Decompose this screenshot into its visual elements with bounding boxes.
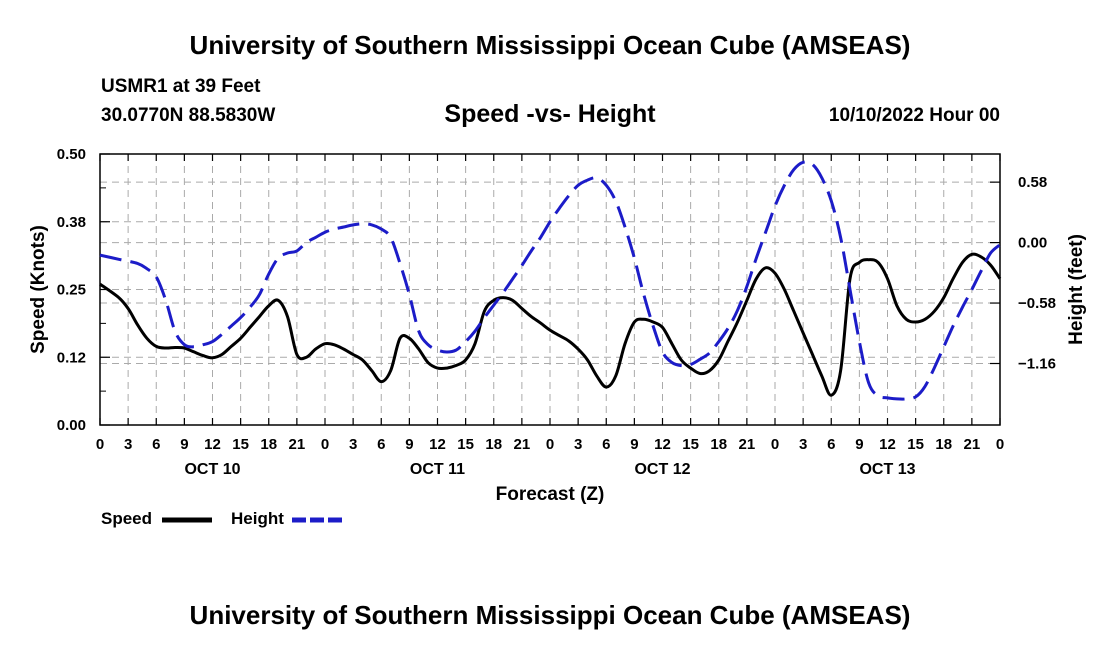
x-tick-label: 21 (739, 436, 756, 453)
x-day-label: OCT 12 (634, 461, 690, 478)
x-tick-label: 12 (204, 436, 221, 453)
legend-speed-label: Speed (101, 509, 153, 528)
x-tick-label: 12 (654, 436, 671, 453)
x-tick-label: 6 (377, 436, 385, 453)
x-tick-label: 12 (879, 436, 896, 453)
x-tick-label: 15 (682, 436, 699, 453)
y-tick-label: 0.00 (57, 417, 86, 434)
datetime-label: 10/10/2022 Hour 00 (828, 105, 1000, 126)
x-day-label: OCT 11 (410, 461, 465, 478)
x-tick-label: 9 (630, 436, 638, 453)
x-tick-label: 21 (289, 436, 306, 453)
y-tick-label: 0.50 (57, 146, 86, 163)
x-tick-label: 9 (855, 436, 863, 453)
y-axis-label: Speed (Knots) (28, 225, 49, 354)
x-tick-label: 18 (935, 436, 952, 453)
x-tick-label: 3 (574, 436, 582, 453)
y2-axis-label: Height (feet) (1066, 234, 1087, 345)
station-label: USMR1 at 39 Feet (101, 76, 261, 97)
x-tick-label: 18 (710, 436, 727, 453)
x-tick-label: 3 (349, 436, 357, 453)
x-tick-label: 15 (457, 436, 474, 453)
x-tick-label: 0 (96, 436, 104, 453)
y-tick-label: 0.25 (57, 282, 86, 299)
x-tick-label: 6 (152, 436, 160, 453)
x-axis-label: Forecast (Z) (496, 484, 605, 505)
x-day-label: OCT 10 (184, 461, 240, 478)
x-tick-label: 21 (514, 436, 531, 453)
x-tick-label: 15 (907, 436, 924, 453)
x-tick-label: 3 (124, 436, 132, 453)
height-series-line (99, 160, 1001, 401)
chart-subtitle: Speed -vs- Height (444, 100, 656, 128)
x-tick-label: 0 (996, 436, 1004, 453)
x-tick-label: 0 (546, 436, 554, 453)
x-tick-label: 6 (827, 436, 835, 453)
x-tick-label: 3 (799, 436, 807, 453)
y-tick-label: 0.38 (57, 214, 86, 231)
coordinates-label: 30.0770N 88.5830W (101, 105, 276, 126)
y-tick-label: 0.12 (57, 349, 86, 366)
bottom-title: University of Southern Mississippi Ocean… (189, 600, 911, 630)
x-tick-label: 18 (260, 436, 277, 453)
x-tick-label: 6 (602, 436, 610, 453)
x-day-label: OCT 13 (859, 461, 915, 478)
x-tick-label: 9 (405, 436, 413, 453)
x-tick-label: 9 (180, 436, 188, 453)
x-tick-label: 18 (485, 436, 502, 453)
y2-tick-label: −1.16 (1018, 356, 1056, 373)
x-tick-label: 12 (429, 436, 446, 453)
x-tick-label: 15 (232, 436, 249, 453)
chart-title: University of Southern Mississippi Ocean… (189, 30, 911, 60)
x-tick-label: 0 (321, 436, 329, 453)
x-tick-label: 21 (964, 436, 981, 453)
y2-tick-label: 0.00 (1018, 235, 1047, 252)
speed-series-line (99, 252, 1002, 397)
x-tick-label: 0 (771, 436, 779, 453)
y2-tick-label: −0.58 (1018, 295, 1056, 312)
legend-height-label: Height (231, 509, 284, 528)
y2-tick-label: 0.58 (1018, 174, 1047, 191)
